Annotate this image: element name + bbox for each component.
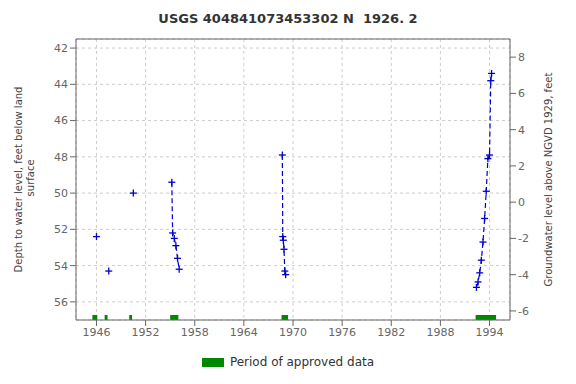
svg-text:1988: 1988 <box>426 326 454 339</box>
svg-text:52: 52 <box>54 223 68 236</box>
svg-text:44: 44 <box>54 78 68 91</box>
svg-text:Depth to water level, feet bel: Depth to water level, feet below land su… <box>13 87 36 273</box>
html-text:USGS 404841073453302 N 1926. 2: USGS 404841073453302 N 1926. 2 <box>158 11 418 26</box>
svg-text:1994: 1994 <box>476 326 504 339</box>
html-text:Period of approved data: Period of approved data <box>229 355 375 369</box>
svg-text:2: 2 <box>518 160 525 173</box>
svg-text:56: 56 <box>54 296 68 309</box>
svg-text:1964: 1964 <box>230 326 258 339</box>
svg-text:8: 8 <box>518 51 525 64</box>
svg-text:42: 42 <box>54 42 68 55</box>
svg-text:Groundwater level above NGVD 1: Groundwater level above NGVD 1929, feet <box>543 73 554 287</box>
svg-text:-4: -4 <box>518 269 529 282</box>
svg-text:1970: 1970 <box>279 326 307 339</box>
svg-text:6: 6 <box>518 87 525 100</box>
svg-text:1958: 1958 <box>181 326 209 339</box>
svg-text:0: 0 <box>518 196 525 209</box>
svg-text:48: 48 <box>54 151 68 164</box>
svg-text:54: 54 <box>54 260 68 273</box>
svg-text:1976: 1976 <box>328 326 356 339</box>
svg-text:1946: 1946 <box>82 326 110 339</box>
svg-text:-6: -6 <box>518 305 529 318</box>
svg-text:1982: 1982 <box>377 326 405 339</box>
svg-text:4: 4 <box>518 124 525 137</box>
svg-text:1952: 1952 <box>132 326 160 339</box>
svg-text:50: 50 <box>54 187 68 200</box>
svg-text:46: 46 <box>54 114 68 127</box>
svg-text:-2: -2 <box>518 232 529 245</box>
